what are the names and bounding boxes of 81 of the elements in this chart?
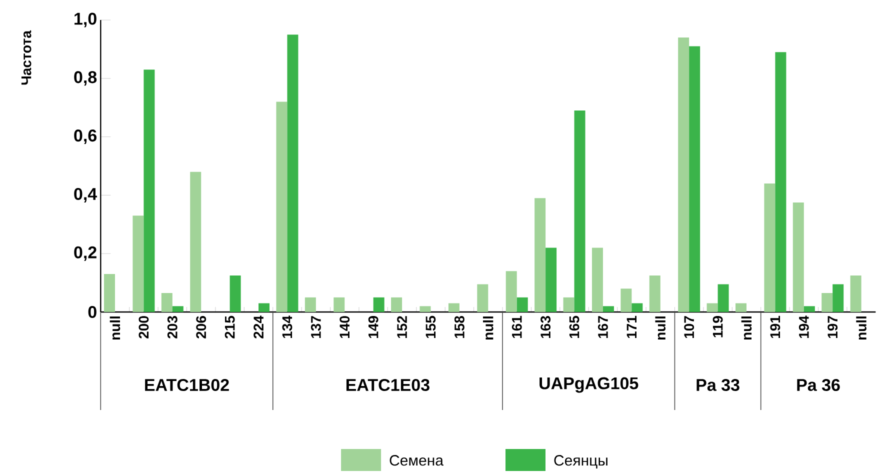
bar (792, 202, 804, 312)
x-tick-label: 171 (626, 316, 636, 338)
bar (620, 288, 632, 312)
bar (373, 297, 384, 312)
bar (287, 34, 298, 312)
y-tick-label: 1,0 (74, 12, 96, 28)
text: UAPgAG105 (540, 377, 638, 393)
x-tick-label: 155 (426, 316, 436, 338)
bar (574, 110, 586, 312)
bar (516, 297, 528, 312)
bar (534, 198, 546, 312)
x-tick-label: 167 (598, 316, 608, 338)
x-tick-label: 197 (828, 316, 838, 338)
y-tick-label: 0,6 (74, 130, 97, 144)
x-tick-label: 224 (254, 316, 264, 338)
x-tick-label: 137 (310, 316, 321, 338)
bar (448, 303, 460, 312)
x-tick-label: 206 (196, 316, 206, 338)
x-tick-label: null (483, 316, 494, 340)
bar (334, 297, 345, 312)
bar (822, 293, 833, 312)
bar (546, 248, 557, 312)
x-tick-label: 191 (770, 316, 780, 338)
y-tick-label: 0 (88, 306, 96, 318)
y-axis-title: Частота (21, 30, 32, 85)
bar (678, 38, 690, 312)
bar (104, 274, 115, 312)
bar (718, 284, 729, 312)
legend-label: Семена (390, 455, 444, 466)
bar (391, 297, 402, 312)
bar (304, 297, 316, 312)
x-tick-label: 215 (224, 316, 235, 338)
bar (689, 46, 700, 312)
bar (190, 172, 202, 312)
text: EATC1E03 (346, 378, 430, 392)
x-tick-label: 163 (540, 316, 551, 338)
x-tick-label: 203 (167, 316, 178, 338)
bar (592, 248, 603, 312)
bar (632, 303, 643, 312)
bar (258, 303, 270, 312)
bar (850, 275, 862, 312)
bar (230, 275, 241, 312)
bar (161, 293, 172, 312)
x-tick-label: null (856, 316, 866, 340)
y-tick-label: 0,4 (74, 188, 98, 202)
x-tick-label: 140 (340, 316, 350, 338)
x-tick-label: 194 (798, 316, 809, 338)
x-tick-label: null (741, 316, 752, 340)
bar (764, 184, 776, 312)
y-tick-label: 0,8 (74, 71, 97, 86)
bar (132, 216, 144, 312)
bar (649, 275, 660, 312)
x-tick-label: 161 (512, 316, 522, 338)
bar (506, 271, 517, 312)
x-tick-label: 158 (454, 316, 464, 338)
x-tick-label: 149 (368, 316, 378, 338)
x-tick-label: 107 (684, 316, 694, 338)
text: Pa 33 (696, 378, 740, 392)
x-tick-label: 119 (712, 316, 723, 338)
bar (706, 303, 718, 312)
bar (775, 52, 786, 312)
bar (832, 284, 844, 312)
x-tick-label: 200 (138, 316, 149, 338)
bar (276, 102, 288, 312)
bar (477, 284, 488, 312)
bar (420, 306, 431, 312)
x-tick-label: null (655, 316, 666, 340)
x-tick-label: null (110, 316, 120, 340)
bar (804, 306, 815, 312)
text: EATC1B02 (145, 378, 229, 392)
bar (735, 303, 746, 312)
bar (563, 297, 574, 312)
legend-label: Сеянцы (554, 455, 608, 468)
x-tick-label: 165 (569, 316, 580, 338)
y-tick-label: 0,2 (74, 246, 96, 261)
bar (144, 70, 155, 312)
text: Pa 36 (797, 378, 840, 392)
x-tick-label: 134 (282, 316, 292, 338)
bar (602, 306, 614, 312)
bar (172, 306, 184, 312)
x-tick-label: 152 (397, 316, 407, 338)
